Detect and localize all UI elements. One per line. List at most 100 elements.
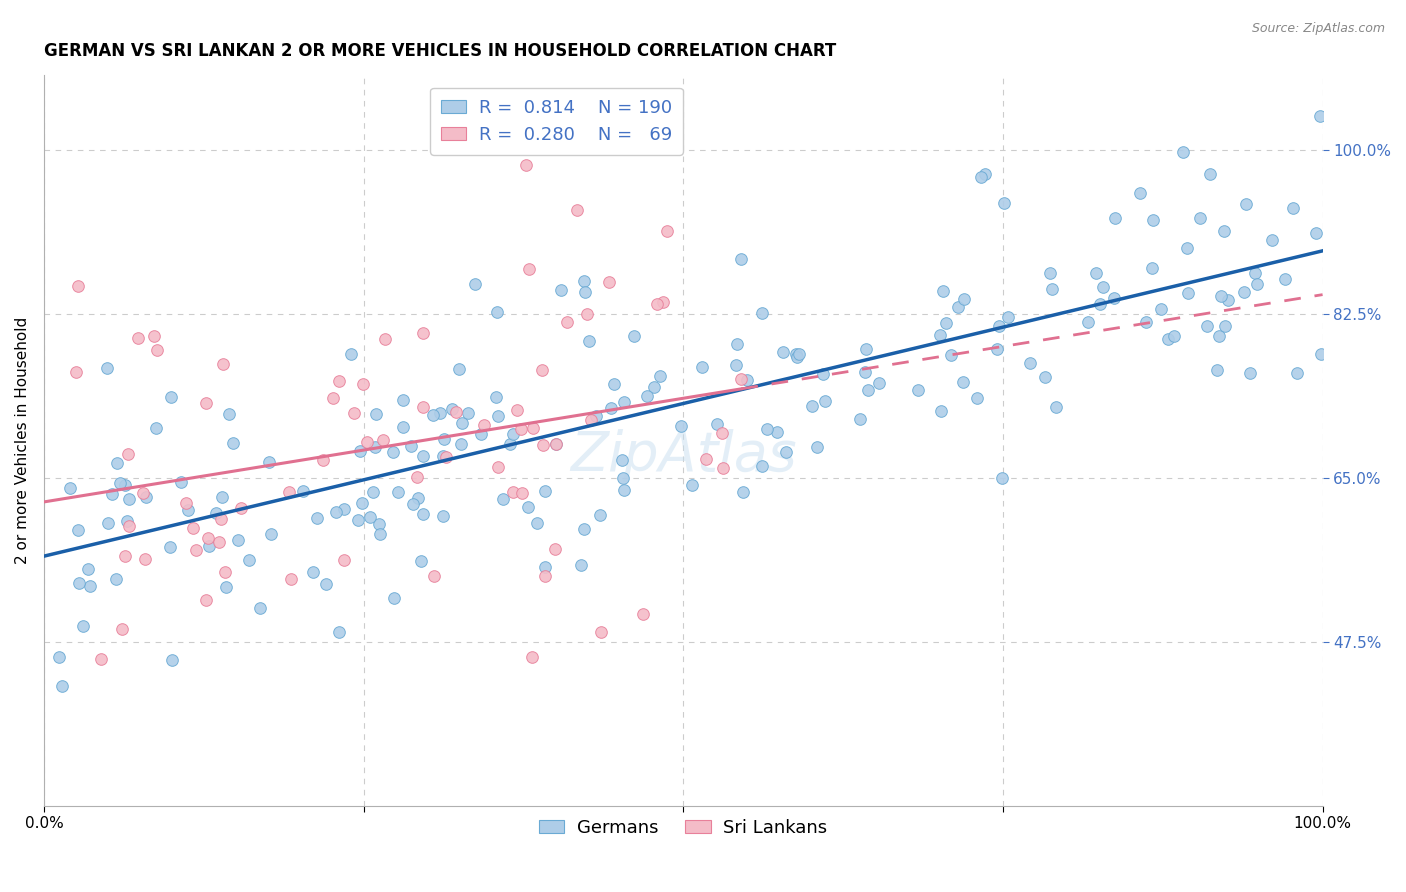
Point xyxy=(328,374,350,388)
Point xyxy=(181,521,204,535)
Point xyxy=(117,447,139,461)
Point xyxy=(69,575,91,590)
Point xyxy=(132,486,155,500)
Point xyxy=(322,391,344,405)
Point xyxy=(105,456,128,470)
Point xyxy=(692,359,714,374)
Point xyxy=(176,503,198,517)
Point xyxy=(215,580,238,594)
Point xyxy=(401,497,423,511)
Point xyxy=(952,292,974,306)
Point xyxy=(346,513,368,527)
Point xyxy=(486,459,509,474)
Point xyxy=(931,285,953,299)
Point xyxy=(159,540,181,554)
Point xyxy=(572,522,595,536)
Point xyxy=(1213,318,1236,333)
Point xyxy=(576,306,599,320)
Point xyxy=(997,310,1019,324)
Point xyxy=(59,481,82,495)
Point xyxy=(695,452,717,467)
Point xyxy=(948,300,970,314)
Point xyxy=(160,390,183,404)
Point xyxy=(422,408,444,422)
Point xyxy=(990,471,1012,485)
Point xyxy=(751,458,773,473)
Legend: Germans, Sri Lankans: Germans, Sri Lankans xyxy=(531,812,835,844)
Point xyxy=(1142,260,1164,275)
Point xyxy=(214,565,236,579)
Point xyxy=(806,441,828,455)
Point xyxy=(315,577,337,591)
Point xyxy=(1142,213,1164,227)
Point xyxy=(534,569,557,583)
Point xyxy=(399,439,422,453)
Point xyxy=(492,491,515,506)
Point xyxy=(134,551,156,566)
Point xyxy=(526,516,548,530)
Point xyxy=(510,422,533,436)
Point xyxy=(160,653,183,667)
Point xyxy=(350,496,373,510)
Point xyxy=(579,413,602,427)
Point xyxy=(368,526,391,541)
Point xyxy=(79,579,101,593)
Point xyxy=(449,362,471,376)
Point xyxy=(785,347,807,361)
Point xyxy=(1171,145,1194,159)
Point xyxy=(423,569,446,583)
Point xyxy=(486,304,509,318)
Point xyxy=(1040,282,1063,296)
Point xyxy=(631,607,654,621)
Point xyxy=(51,679,73,693)
Point xyxy=(114,549,136,563)
Y-axis label: 2 or more Vehicles in Household: 2 or more Vehicles in Household xyxy=(15,317,30,564)
Point xyxy=(249,601,271,615)
Point xyxy=(226,533,249,547)
Point xyxy=(406,491,429,505)
Point xyxy=(993,196,1015,211)
Point xyxy=(1218,293,1240,307)
Point xyxy=(222,436,245,450)
Point xyxy=(544,541,567,556)
Point xyxy=(229,500,252,515)
Point xyxy=(364,440,387,454)
Point xyxy=(1129,186,1152,200)
Point xyxy=(432,509,454,524)
Point xyxy=(111,623,134,637)
Point xyxy=(340,347,363,361)
Point xyxy=(571,558,593,573)
Text: Source: ZipAtlas.com: Source: ZipAtlas.com xyxy=(1251,22,1385,36)
Point xyxy=(450,437,472,451)
Point xyxy=(195,592,218,607)
Point xyxy=(765,425,787,439)
Point xyxy=(643,380,665,394)
Point xyxy=(1234,196,1257,211)
Point xyxy=(127,331,149,345)
Point xyxy=(170,475,193,490)
Point xyxy=(731,484,754,499)
Point xyxy=(412,326,434,340)
Point xyxy=(574,275,596,289)
Point xyxy=(502,427,524,442)
Point xyxy=(725,336,748,351)
Point xyxy=(970,170,993,185)
Point xyxy=(612,453,634,467)
Point xyxy=(392,420,415,434)
Point xyxy=(546,437,568,451)
Point xyxy=(114,478,136,492)
Point xyxy=(730,372,752,386)
Point xyxy=(409,554,432,568)
Point xyxy=(502,484,524,499)
Point xyxy=(1260,233,1282,247)
Point xyxy=(546,437,568,451)
Point xyxy=(174,496,197,510)
Point xyxy=(772,344,794,359)
Point xyxy=(655,224,678,238)
Point xyxy=(928,328,950,343)
Point xyxy=(565,202,588,217)
Point xyxy=(710,425,733,440)
Point xyxy=(412,449,434,463)
Point xyxy=(374,332,396,346)
Point xyxy=(966,391,988,405)
